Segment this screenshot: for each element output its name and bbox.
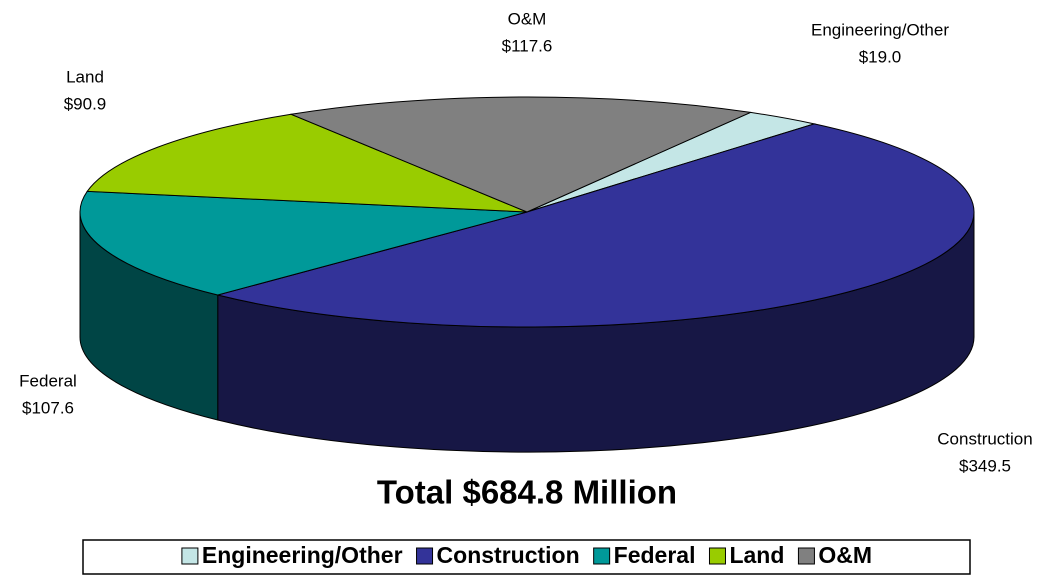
legend-swatch	[181, 547, 199, 565]
pie-slice	[86, 113, 528, 213]
legend-swatch	[593, 547, 611, 565]
chart-title: Total $684.8 Million	[377, 474, 677, 511]
legend-label: Engineering/Other	[202, 542, 403, 568]
slice-value: $117.6	[502, 36, 553, 55]
slice-label: Construction	[937, 429, 1032, 448]
slice-label: O&M	[508, 9, 547, 28]
legend-label: O&M	[818, 542, 872, 568]
legend-swatch	[708, 547, 726, 565]
slice-label: Engineering/Other	[811, 20, 949, 39]
pie-slice	[217, 123, 975, 328]
slice-value: $19.0	[859, 47, 902, 66]
slice-value: $90.9	[64, 94, 107, 113]
slice-label: Federal	[19, 371, 77, 390]
legend-label: Federal	[614, 542, 696, 568]
legend-swatch	[416, 547, 434, 565]
pie-slice	[79, 190, 528, 296]
slice-label: Land	[66, 67, 104, 86]
legend-label: Construction	[437, 542, 580, 568]
slice-value: $107.6	[22, 398, 74, 417]
slice-value: $349.5	[959, 456, 1011, 475]
pie-slice	[289, 96, 753, 213]
legend-label: Land	[729, 542, 784, 568]
legend-swatch	[797, 547, 815, 565]
legend-box	[82, 539, 971, 575]
